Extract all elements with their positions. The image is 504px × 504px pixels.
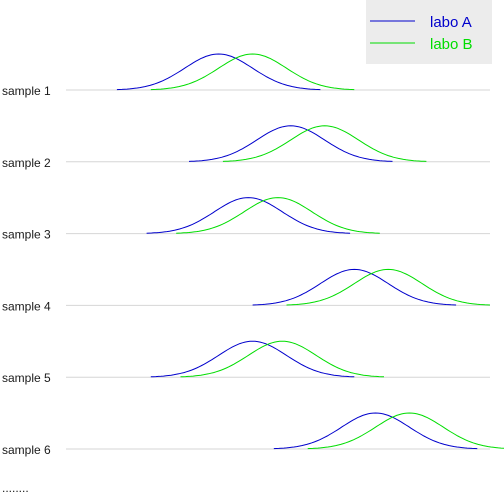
density-curve-labo-A-sample-4 — [253, 269, 457, 305]
legend-background — [366, 0, 492, 64]
density-curve-labo-B-sample-2 — [223, 126, 427, 162]
chart-rows: sample 1 sample 2 sample 3 sample 4 sample 5… — [2, 54, 504, 457]
legend: labo A labo B — [366, 0, 492, 64]
legend-label-labo-a: labo A — [430, 14, 472, 31]
row-label-sample-5: sample 5 — [2, 371, 51, 385]
density-curve-labo-A-sample-6 — [274, 413, 478, 449]
row-label-sample-2: sample 2 — [2, 156, 51, 170]
density-curve-labo-A-sample-3 — [147, 198, 351, 234]
density-curve-labo-A-sample-5 — [151, 341, 354, 377]
legend-label-labo-b: labo B — [430, 36, 473, 53]
density-curve-labo-B-sample-6 — [308, 413, 504, 449]
row-label-sample-3: sample 3 — [2, 228, 51, 242]
density-curve-labo-B-sample-4 — [287, 269, 491, 305]
density-curve-labo-B-sample-5 — [181, 341, 385, 377]
footer-dots: ........ — [2, 481, 29, 495]
density-curve-labo-B-sample-1 — [151, 54, 354, 90]
density-curve-labo-A-sample-2 — [189, 126, 393, 162]
row-label-sample-4: sample 4 — [2, 299, 51, 313]
row-label-sample-1: sample 1 — [2, 84, 51, 98]
density-curve-labo-B-sample-3 — [176, 198, 380, 234]
density-curve-labo-A-sample-1 — [117, 54, 321, 90]
row-label-sample-6: sample 6 — [2, 443, 51, 457]
